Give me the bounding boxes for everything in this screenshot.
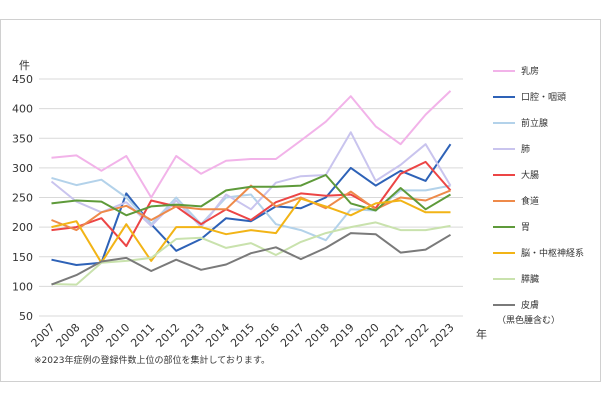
legend-label: 前立腺 bbox=[521, 117, 548, 129]
x-tick-label: 2023 bbox=[428, 321, 457, 350]
y-axis-label: 件 bbox=[19, 59, 30, 72]
x-tick-label: 2022 bbox=[403, 321, 432, 350]
series-line-1 bbox=[51, 90, 452, 199]
x-tick-label: 2012 bbox=[153, 321, 182, 350]
series-line-10 bbox=[51, 232, 452, 286]
x-axis-label: 年 bbox=[476, 327, 487, 341]
x-tick-label: 2013 bbox=[178, 321, 207, 350]
series-line-8 bbox=[51, 197, 451, 264]
x-tick-label: 2015 bbox=[228, 321, 257, 350]
y-tick-label: 100 bbox=[12, 280, 33, 293]
y-tick-label: 350 bbox=[12, 132, 33, 145]
x-tick-label: 2017 bbox=[278, 321, 307, 350]
x-tick-label: 2018 bbox=[303, 321, 332, 350]
x-tick-label: 2010 bbox=[103, 321, 132, 350]
series-line-6 bbox=[51, 184, 451, 232]
x-tick-label: 2021 bbox=[378, 321, 407, 350]
legend-label: 皮膚 bbox=[521, 299, 539, 311]
legend-label: 乳房 bbox=[521, 65, 539, 77]
legend-sub-note: （黒色腫含む） bbox=[497, 314, 560, 326]
x-tick-label: 2007 bbox=[29, 321, 58, 350]
legend-label: 口腔・咽頭 bbox=[521, 91, 566, 103]
y-tick-label: 250 bbox=[12, 192, 33, 205]
y-tick-label: 50 bbox=[19, 310, 33, 323]
x-tick-label: 2020 bbox=[353, 321, 382, 350]
series-line-9 bbox=[51, 221, 451, 286]
series-line-4 bbox=[50, 131, 452, 229]
chart-container: 50 100 150 200 250 300 350 400 450 2007 2008 2009 2… bbox=[0, 19, 601, 382]
legend-label: 脳・中枢神経系 bbox=[521, 247, 584, 259]
series-line-2 bbox=[51, 143, 452, 266]
x-tick-label: 2016 bbox=[253, 321, 282, 350]
legend-label: 胃 bbox=[521, 222, 530, 233]
y-axis-ticks: 50 100 150 200 250 300 350 400 450 bbox=[12, 73, 33, 323]
x-tick-label: 2014 bbox=[203, 321, 232, 350]
footnote: ※2023年症例の登録件数上位の部位を集計しております。 bbox=[34, 354, 270, 366]
legend-label: 大腸 bbox=[521, 169, 539, 181]
y-tick-label: 200 bbox=[12, 221, 33, 234]
x-tick-label: 2009 bbox=[78, 321, 107, 350]
y-tick-label: 450 bbox=[12, 73, 33, 86]
y-tick-label: 150 bbox=[12, 251, 33, 264]
x-tick-label: 2011 bbox=[128, 321, 157, 350]
legend-label: 食道 bbox=[521, 195, 539, 207]
x-tick-label: 2019 bbox=[328, 321, 357, 350]
legend-label: 肺 bbox=[521, 144, 530, 155]
legend-label: 膵臓 bbox=[521, 274, 539, 285]
x-axis-ticks: 2007200820092010201120122013201420152016… bbox=[29, 321, 457, 350]
y-tick-label: 400 bbox=[12, 103, 33, 116]
y-tick-label: 300 bbox=[12, 162, 33, 175]
series-lines bbox=[50, 90, 452, 286]
x-tick-label: 2008 bbox=[54, 321, 83, 350]
